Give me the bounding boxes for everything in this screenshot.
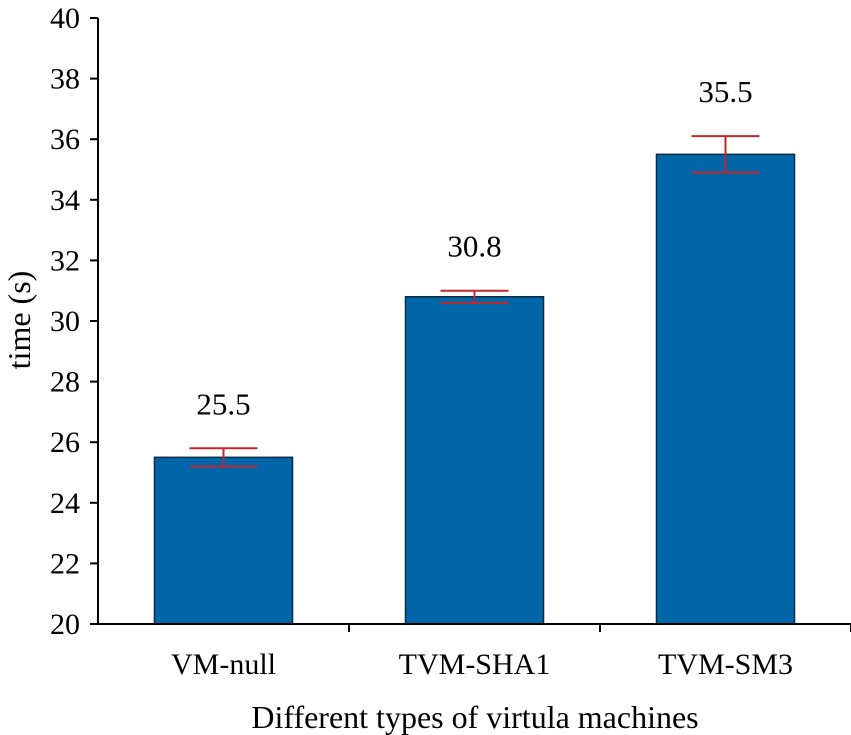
y-tick-label: 20	[50, 608, 80, 641]
y-tick-label: 32	[50, 244, 80, 277]
bars: 25.5 30.8 35.5	[153, 74, 796, 625]
data-label: 25.5	[196, 386, 250, 421]
y-axis: 20 22 24 26 28 30 32 34 36 38 40	[50, 2, 99, 641]
y-axis-title: time (s)	[1, 271, 37, 370]
data-label: 35.5	[698, 74, 752, 109]
error-bar	[691, 135, 760, 174]
x-tick-label: TVM-SHA1	[399, 648, 551, 681]
y-tick-label: 24	[50, 487, 80, 520]
error-bar	[440, 289, 509, 304]
bar-tvm-sm3	[655, 153, 796, 625]
y-tick-label: 38	[50, 63, 80, 96]
y-tick-label: 40	[50, 2, 80, 35]
y-tick-label: 28	[50, 366, 80, 399]
x-axis-title: Different types of virtula machines	[251, 699, 698, 735]
data-label: 30.8	[447, 229, 501, 264]
bar-tvm-sha1	[404, 296, 545, 625]
y-tick-label: 22	[50, 547, 80, 580]
x-tick-label: TVM-SM3	[658, 648, 793, 681]
bar-vm-null	[153, 456, 294, 625]
x-axis: VM-null TVM-SHA1 TVM-SM3	[98, 623, 851, 681]
y-tick-label: 34	[50, 184, 80, 217]
y-tick-label: 30	[50, 305, 80, 338]
y-tick-label: 26	[50, 426, 80, 459]
y-tick-label: 36	[50, 123, 80, 156]
x-tick-label: VM-null	[171, 648, 276, 681]
error-bar	[189, 447, 258, 468]
